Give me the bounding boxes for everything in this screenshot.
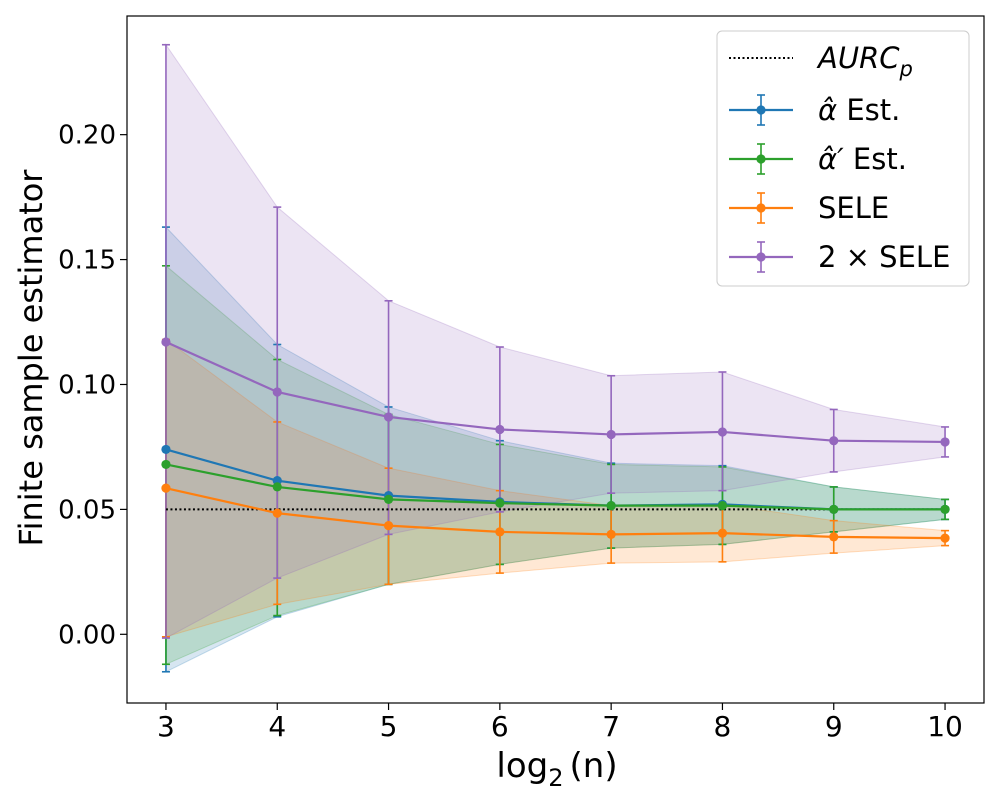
- series-2-point: [606, 501, 616, 511]
- x-tick-label: 7: [602, 710, 620, 743]
- series-4-point: [940, 437, 950, 447]
- legend-series-1-label: α̂ Est.: [818, 93, 900, 127]
- series-3-point: [606, 529, 616, 539]
- y-tick-label: 0.05: [58, 495, 116, 525]
- series-3-point: [495, 527, 505, 537]
- series-4-point: [829, 436, 839, 446]
- series-4-point: [161, 337, 171, 347]
- y-axis-label: Finite sample estimator: [12, 169, 50, 547]
- x-axis-ticks: 3 4 5 6 7 8 9 10: [157, 703, 963, 743]
- series-3-point: [940, 533, 950, 543]
- series-4-point: [495, 424, 505, 435]
- series-3-point: [161, 483, 171, 493]
- legend: AURCp α̂ Est. α̂′ Est. SELE 2 × SELE: [716, 30, 970, 287]
- legend-series-3-label: SELE: [818, 191, 889, 225]
- series-2-point: [272, 482, 282, 492]
- series-3-point: [829, 532, 839, 542]
- x-tick-label: 4: [268, 710, 286, 743]
- series-2-point: [940, 504, 950, 514]
- series-4-point: [606, 429, 616, 440]
- legend-series-2: α̂′ Est.: [729, 142, 907, 176]
- series-2-point: [161, 459, 171, 470]
- plot-frame: [126, 15, 985, 704]
- legend-label-reference: AURCp: [816, 41, 913, 81]
- x-tick-label: 6: [491, 710, 509, 743]
- y-axis-ticks: 0.00 0.05 0.10 0.15 0.20: [58, 121, 127, 650]
- series-2-point: [717, 501, 728, 511]
- x-tick-label: 10: [927, 710, 963, 743]
- legend-series-3: SELE: [729, 191, 889, 225]
- y-tick-label: 0.10: [58, 370, 116, 400]
- y-tick-label: 0.20: [58, 121, 116, 151]
- series-2-point: [383, 494, 394, 504]
- legend-series-2-swatch-marker: [756, 154, 766, 164]
- series-points: [161, 337, 950, 543]
- series-2-line: [165, 463, 946, 511]
- x-tick-label: 5: [380, 710, 398, 743]
- legend-series-4: 2 × SELE: [729, 240, 950, 274]
- series-4-point: [717, 427, 728, 437]
- legend-series-2-label: α̂′ Est.: [818, 142, 907, 176]
- series-lines: [165, 341, 946, 540]
- series-4-point: [272, 387, 282, 397]
- legend-series-1: α̂ Est.: [729, 93, 900, 127]
- series-1-point: [161, 444, 171, 455]
- y-tick-label: 0.00: [58, 620, 116, 650]
- legend-series-3-swatch-marker: [756, 203, 766, 213]
- x-tick-label: 8: [714, 710, 732, 743]
- series-4-point: [383, 412, 394, 422]
- legend-series-4-label: 2 × SELE: [818, 240, 950, 274]
- x-axis-label: log2 (n): [496, 746, 617, 792]
- legend-series-items: α̂ Est. α̂′ Est. SELE 2 × SELE: [729, 93, 950, 274]
- legend-series-1-swatch-marker: [756, 105, 766, 115]
- legend-series-4-swatch-marker: [756, 252, 766, 262]
- legend-box: [716, 30, 970, 287]
- series-2-point: [495, 498, 505, 508]
- series-3-point: [717, 528, 728, 538]
- x-tick-label: 3: [157, 710, 175, 743]
- legend-item-reference: AURCp: [729, 41, 913, 81]
- series-3-point: [383, 521, 394, 531]
- series-3-line: [165, 487, 946, 540]
- series-4-line: [165, 341, 946, 444]
- y-tick-label: 0.15: [58, 246, 116, 276]
- x-tick-label: 9: [825, 710, 843, 743]
- series-3-point: [272, 508, 282, 518]
- series-2-point: [829, 504, 839, 514]
